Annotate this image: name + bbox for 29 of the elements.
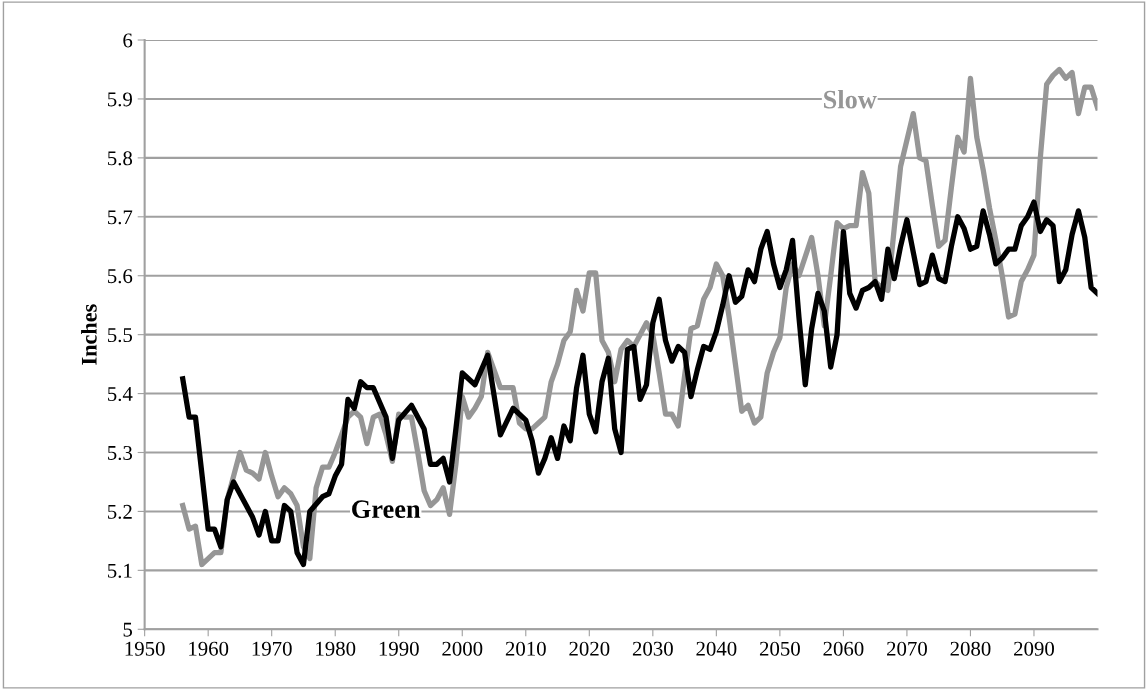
y-tick-label: 5.7 [108,210,133,225]
x-tick-label: 2040 [696,641,737,656]
x-tick-label: 2010 [505,641,546,656]
x-tick-label: 2070 [887,641,927,656]
y-tick-label: 6 [123,33,133,48]
x-tick-label: 2090 [1014,641,1054,656]
x-tick-label: 1970 [252,641,292,656]
series-label: Green [352,500,421,519]
y-tick-label: 5.4 [108,387,133,402]
x-tick-label: 1980 [316,641,356,656]
y-tick-label: 5 [123,622,133,637]
y-tick-label: 5.1 [108,563,132,578]
y-tick-label: 5.3 [108,445,133,461]
x-tick-label: 2000 [442,641,483,656]
y-axis-title: Inches [81,304,97,365]
x-tick-label: 1960 [189,641,229,656]
y-tick-label: 5.8 [108,151,133,166]
x-tick-label: 2080 [950,641,991,656]
x-tick-label: 2050 [759,641,800,656]
series-label: Slow [824,89,877,109]
x-tick-label: 2060 [823,641,864,656]
y-tick-label: 5.9 [108,92,132,107]
x-tick-label: 2030 [632,641,673,656]
y-tick-label: 5.5 [108,328,133,343]
y-tick-label: 5.2 [108,504,132,519]
x-tick-label: 1950 [125,641,165,656]
y-tick-label: 5.6 [108,269,133,284]
x-tick-label: 2020 [569,641,610,656]
x-tick-label: 1990 [379,641,419,656]
